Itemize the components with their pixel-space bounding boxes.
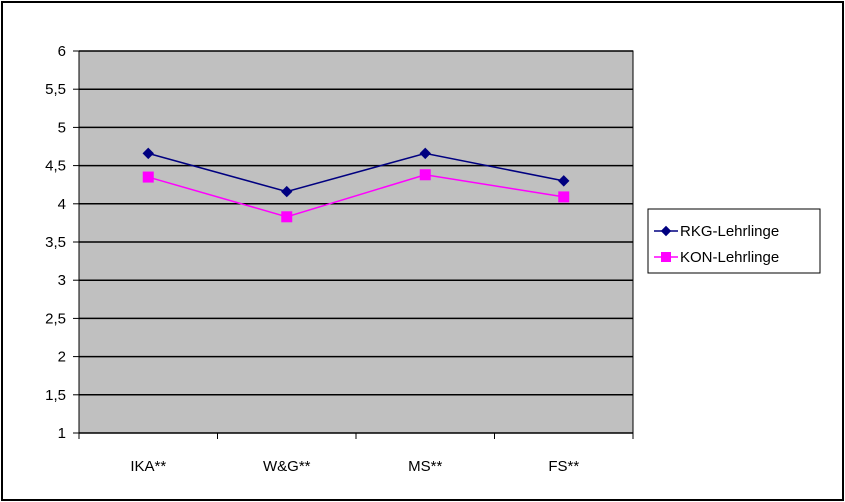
x-tick-label: W&G** — [263, 458, 311, 475]
series-1-point — [558, 175, 570, 187]
series-1-point — [281, 185, 293, 198]
y-tick-label: 2,5 — [45, 310, 66, 327]
series-2-point — [558, 191, 570, 203]
x-tick-label: IKA** — [130, 458, 166, 475]
legend-label: RKG-Lehrlinge — [680, 223, 779, 240]
x-tick-label: MS** — [408, 458, 442, 475]
series-2-point — [419, 169, 431, 181]
series-line-1 — [148, 152, 564, 193]
y-tick-label: 6 — [58, 43, 66, 60]
series-2-point — [281, 211, 293, 223]
y-tick-label: 5 — [58, 119, 66, 136]
series-1-point — [419, 147, 431, 160]
y-tick-label: 1,5 — [45, 387, 66, 404]
legend-swatch-marker — [660, 225, 672, 237]
y-tick-label: 2 — [58, 349, 66, 366]
y-tick-label: 3,5 — [45, 234, 66, 251]
legend-swatch-marker — [661, 252, 671, 262]
series-line-2 — [148, 174, 564, 218]
legend-box — [647, 208, 821, 274]
y-tick-label: 4,5 — [45, 158, 66, 175]
y-tick-label: 4 — [58, 196, 66, 213]
series-1-point — [142, 147, 154, 160]
legend-label: KON-Lehrlinge — [680, 249, 779, 266]
y-tick-label: 5,5 — [45, 81, 66, 98]
y-tick-label: 3 — [58, 272, 66, 289]
series-2-point — [142, 171, 154, 183]
x-tick-label: FS** — [548, 458, 579, 475]
y-tick-label: 1 — [58, 425, 66, 442]
